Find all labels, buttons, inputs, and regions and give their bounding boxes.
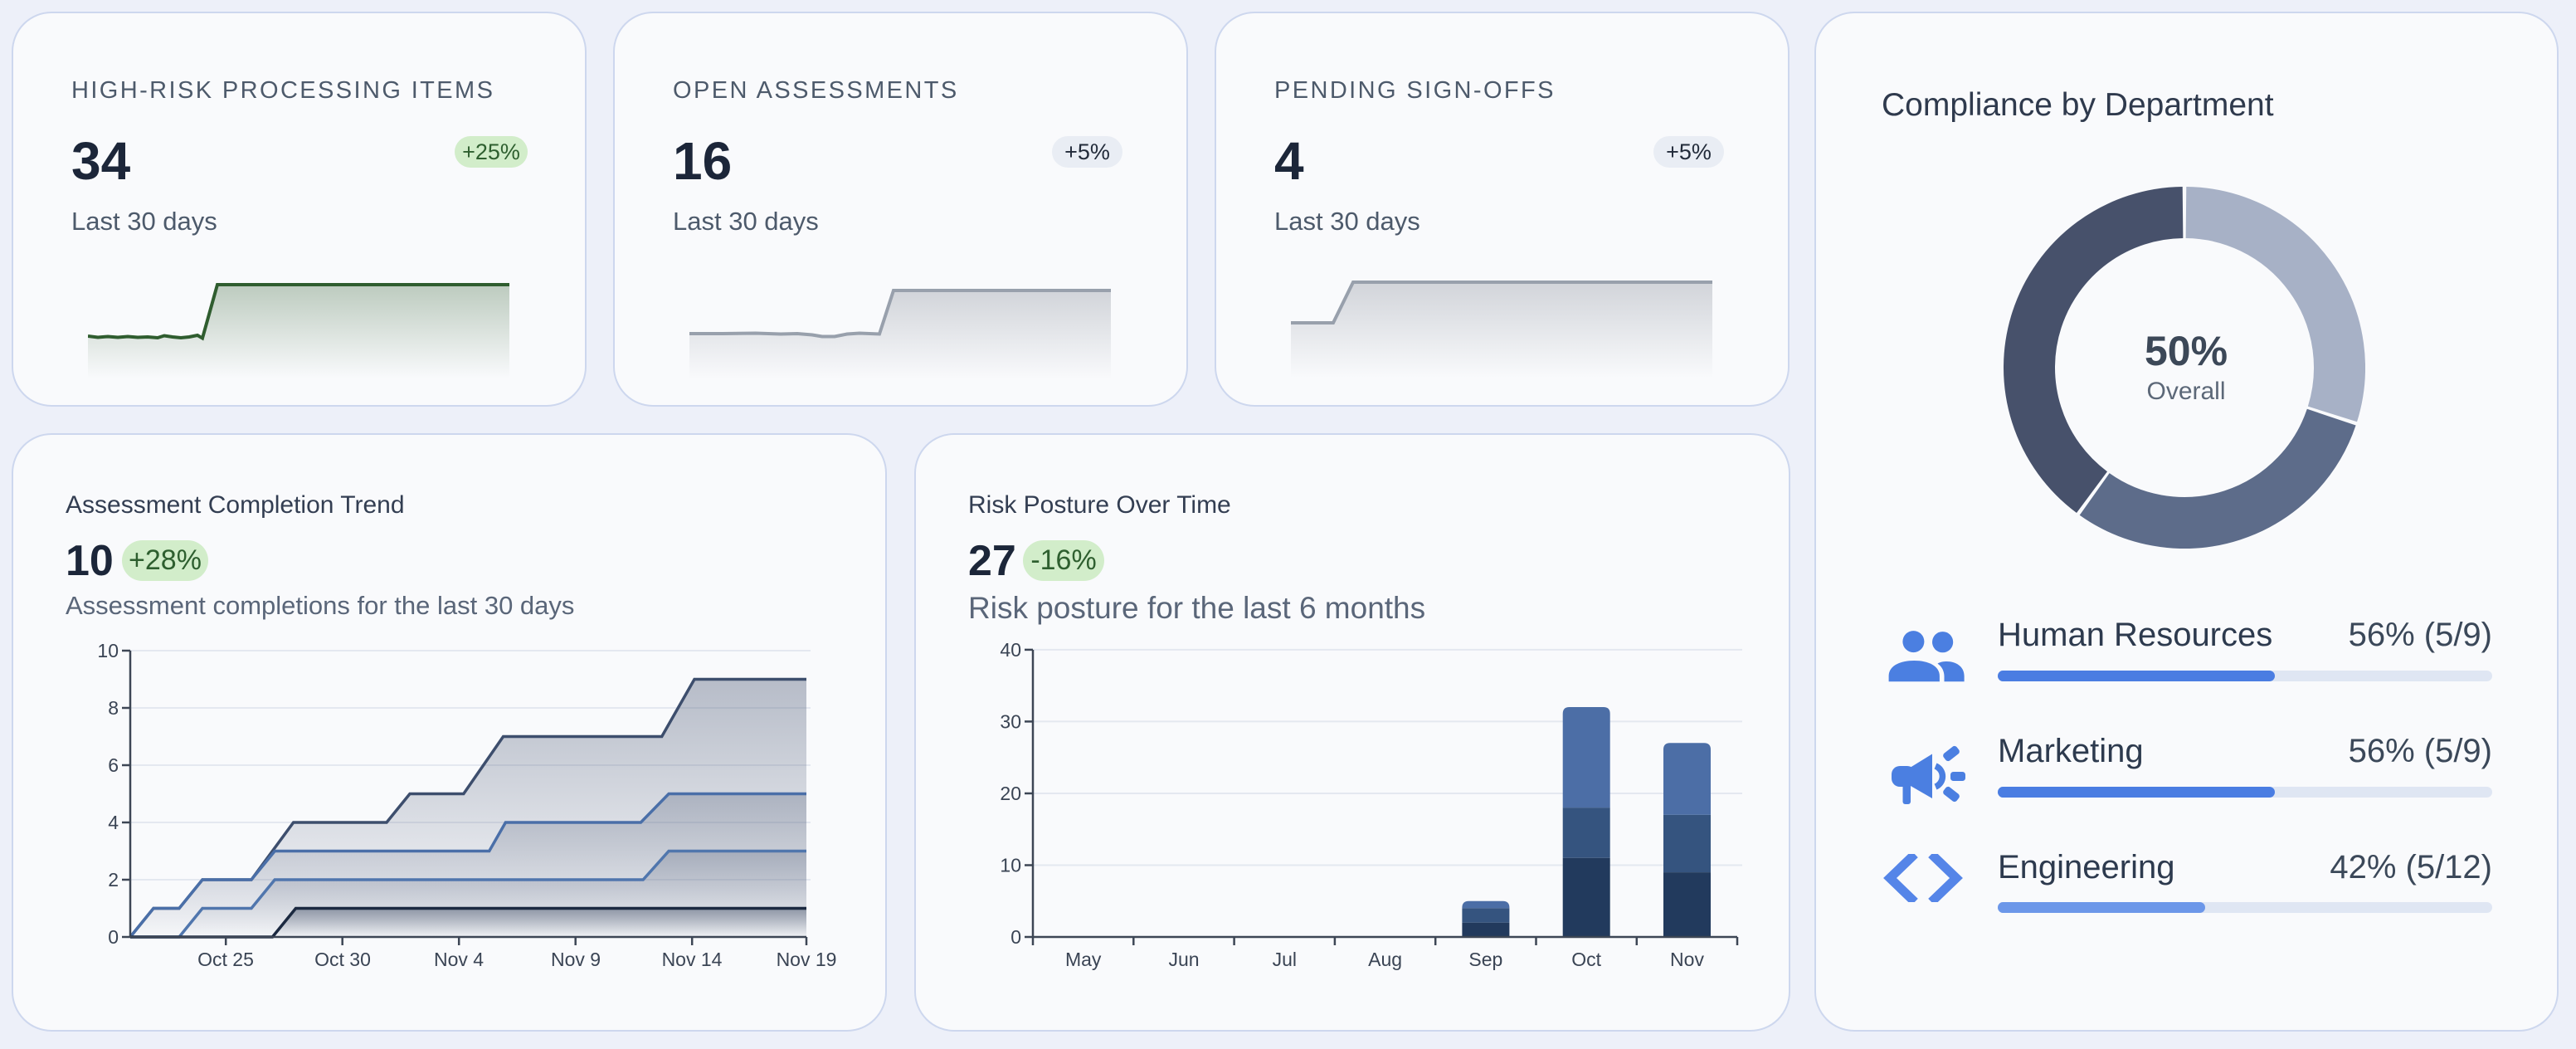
svg-text:Nov 4: Nov 4 (434, 949, 484, 970)
svg-text:40: 40 (1000, 639, 1021, 661)
svg-text:8: 8 (108, 697, 119, 719)
svg-text:Jul: Jul (1273, 949, 1297, 970)
svg-text:20: 20 (1000, 783, 1021, 804)
svg-text:Nov 9: Nov 9 (551, 949, 601, 970)
svg-text:Nov: Nov (1670, 949, 1704, 970)
svg-text:Jun: Jun (1168, 949, 1199, 970)
svg-text:30: 30 (1000, 710, 1021, 732)
svg-text:Aug: Aug (1368, 949, 1402, 970)
svg-text:Oct 25: Oct 25 (197, 949, 254, 970)
svg-text:Sep: Sep (1468, 949, 1502, 970)
svg-text:10: 10 (1000, 855, 1021, 876)
svg-text:0: 0 (1010, 926, 1021, 948)
svg-text:10: 10 (97, 640, 119, 661)
svg-text:Nov 19: Nov 19 (777, 949, 837, 970)
svg-text:6: 6 (108, 754, 119, 776)
svg-text:Oct 30: Oct 30 (314, 949, 371, 970)
svg-text:4: 4 (108, 812, 119, 833)
svg-text:Nov 14: Nov 14 (662, 949, 723, 970)
svg-text:May: May (1065, 949, 1102, 970)
svg-text:0: 0 (108, 926, 119, 948)
svg-text:2: 2 (108, 869, 119, 890)
svg-text:Oct: Oct (1571, 949, 1601, 970)
